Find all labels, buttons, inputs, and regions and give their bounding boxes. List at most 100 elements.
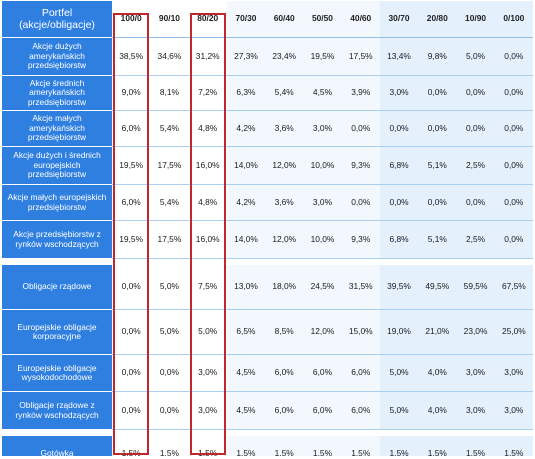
allocation-cell: 6,0% bbox=[265, 355, 304, 392]
column-header: 50/50 bbox=[303, 1, 342, 38]
allocation-cell: 4,5% bbox=[226, 392, 266, 430]
allocation-cell: 9,8% bbox=[418, 38, 457, 76]
allocation-cell: 67,5% bbox=[494, 265, 533, 310]
table-row: Akcje przedsiębiorstw z rynków wschodząc… bbox=[2, 221, 533, 259]
allocation-cell: 16,0% bbox=[188, 221, 227, 259]
allocation-cell: 4,5% bbox=[226, 355, 266, 392]
allocation-cell: 10,0% bbox=[303, 147, 342, 185]
allocation-cell: 24,5% bbox=[303, 265, 342, 310]
allocation-cell: 0,0% bbox=[150, 392, 189, 430]
allocation-cell: 3,0% bbox=[188, 355, 227, 392]
allocation-cell: 1,5% bbox=[341, 436, 380, 456]
column-header: 70/30 bbox=[226, 1, 266, 38]
column-header: 30/70 bbox=[379, 1, 419, 38]
allocation-cell: 0,0% bbox=[494, 38, 533, 76]
allocation-cell: 3,0% bbox=[456, 355, 495, 392]
allocation-cell: 4,2% bbox=[226, 185, 266, 221]
allocation-cell: 0,0% bbox=[418, 185, 457, 221]
allocation-cell: 1,5% bbox=[265, 436, 304, 456]
column-header: 0/100 bbox=[494, 1, 533, 38]
allocation-cell: 5,0% bbox=[379, 392, 419, 430]
allocation-cell: 6,0% bbox=[341, 392, 380, 430]
allocation-cell: 0,0% bbox=[456, 76, 495, 111]
allocation-cell: 0,0% bbox=[112, 392, 151, 430]
table-row: Akcje małych amerykańskich przedsiębiors… bbox=[2, 111, 533, 147]
allocation-cell: 1,5% bbox=[188, 436, 227, 456]
allocation-cell: 6,0% bbox=[341, 355, 380, 392]
group-spacer-cell bbox=[2, 259, 533, 265]
allocation-cell: 13,0% bbox=[226, 265, 266, 310]
table-row: Obligacje rządowe 0,0% 5,0% 7,5% 13,0% 18,0% 2… bbox=[2, 265, 533, 310]
allocation-cell: 17,5% bbox=[150, 147, 189, 185]
allocation-cell: 6,5% bbox=[226, 310, 266, 355]
allocation-cell: 3,0% bbox=[379, 76, 419, 111]
allocation-cell: 6,0% bbox=[112, 185, 151, 221]
allocation-cell: 7,2% bbox=[188, 76, 227, 111]
column-header: 100/0 bbox=[112, 1, 151, 38]
asset-class-label: Obligacje rządowe z rynków wschodzących bbox=[2, 392, 113, 430]
column-header: 80/20 bbox=[188, 1, 227, 38]
asset-class-label: Akcje średnich amerykańskich przedsiębio… bbox=[2, 76, 113, 111]
allocation-cell: 5,0% bbox=[456, 38, 495, 76]
allocation-cell: 6,0% bbox=[265, 392, 304, 430]
allocation-cell: 17,5% bbox=[150, 221, 189, 259]
allocation-cell: 4,0% bbox=[418, 355, 457, 392]
allocation-cell: 0,0% bbox=[418, 111, 457, 147]
allocation-cell: 14,0% bbox=[226, 147, 266, 185]
allocation-cell: 4,0% bbox=[418, 392, 457, 430]
allocation-cell: 25,0% bbox=[494, 310, 533, 355]
allocation-cell: 39,5% bbox=[379, 265, 419, 310]
allocation-cell: 13,4% bbox=[379, 38, 419, 76]
allocation-cell: 4,5% bbox=[303, 76, 342, 111]
allocation-cell: 4,8% bbox=[188, 111, 227, 147]
table-row: Akcje dużych i średnich europejskich prz… bbox=[2, 147, 533, 185]
asset-class-label: Europejskie obligacje korporacyjne bbox=[2, 310, 113, 355]
allocation-cell: 19,0% bbox=[379, 310, 419, 355]
allocation-cell: 0,0% bbox=[341, 185, 380, 221]
asset-class-label: Akcje dużych i średnich europejskich prz… bbox=[2, 147, 113, 185]
allocation-cell: 3,9% bbox=[341, 76, 380, 111]
allocation-cell: 0,0% bbox=[112, 310, 151, 355]
allocation-cell: 27,3% bbox=[226, 38, 266, 76]
allocation-cell: 59,5% bbox=[456, 265, 495, 310]
allocation-cell: 23,0% bbox=[456, 310, 495, 355]
allocation-cell: 6,3% bbox=[226, 76, 266, 111]
asset-class-label: Gotówka bbox=[2, 436, 113, 456]
allocation-cell: 0,0% bbox=[341, 111, 380, 147]
allocation-cell: 31,2% bbox=[188, 38, 227, 76]
allocation-cell: 5,1% bbox=[418, 221, 457, 259]
allocation-cell: 1,5% bbox=[150, 436, 189, 456]
allocation-cell: 0,0% bbox=[112, 265, 151, 310]
allocation-cell: 6,8% bbox=[379, 221, 419, 259]
allocation-cell: 9,3% bbox=[341, 221, 380, 259]
table-row: Europejskie obligacje wysokodochodowe 0,0… bbox=[2, 355, 533, 392]
allocation-cell: 10,0% bbox=[303, 221, 342, 259]
portfolio-header-label: Portfel (akcje/obligacje) bbox=[2, 1, 113, 38]
asset-class-label: Akcje małych amerykańskich przedsiębiors… bbox=[2, 111, 113, 147]
allocation-cell: 9,3% bbox=[341, 147, 380, 185]
allocation-cell: 0,0% bbox=[418, 76, 457, 111]
allocation-cell: 1,5% bbox=[226, 436, 266, 456]
column-header: 20/80 bbox=[418, 1, 457, 38]
allocation-cell: 0,0% bbox=[456, 111, 495, 147]
allocation-cell: 5,0% bbox=[150, 310, 189, 355]
asset-class-label: Akcje dużych amerykańskich przedsiębiors… bbox=[2, 38, 113, 76]
allocation-cell: 14,0% bbox=[226, 221, 266, 259]
allocation-cell: 1,5% bbox=[494, 436, 533, 456]
allocation-cell: 3,0% bbox=[188, 392, 227, 430]
allocation-cell: 9,0% bbox=[112, 76, 151, 111]
allocation-cell: 3,0% bbox=[456, 392, 495, 430]
allocation-cell: 1,5% bbox=[379, 436, 419, 456]
allocation-cell: 1,5% bbox=[112, 436, 151, 456]
allocation-cell: 12,0% bbox=[265, 221, 304, 259]
allocation-cell: 6,8% bbox=[379, 147, 419, 185]
column-header: 90/10 bbox=[150, 1, 189, 38]
allocation-cell: 23,4% bbox=[265, 38, 304, 76]
allocation-cell: 0,0% bbox=[379, 111, 419, 147]
allocation-cell: 5,4% bbox=[150, 111, 189, 147]
allocation-cell: 2,5% bbox=[456, 221, 495, 259]
allocation-cell: 12,0% bbox=[303, 310, 342, 355]
allocation-cell: 3,6% bbox=[265, 185, 304, 221]
allocation-cell: 0,0% bbox=[150, 355, 189, 392]
